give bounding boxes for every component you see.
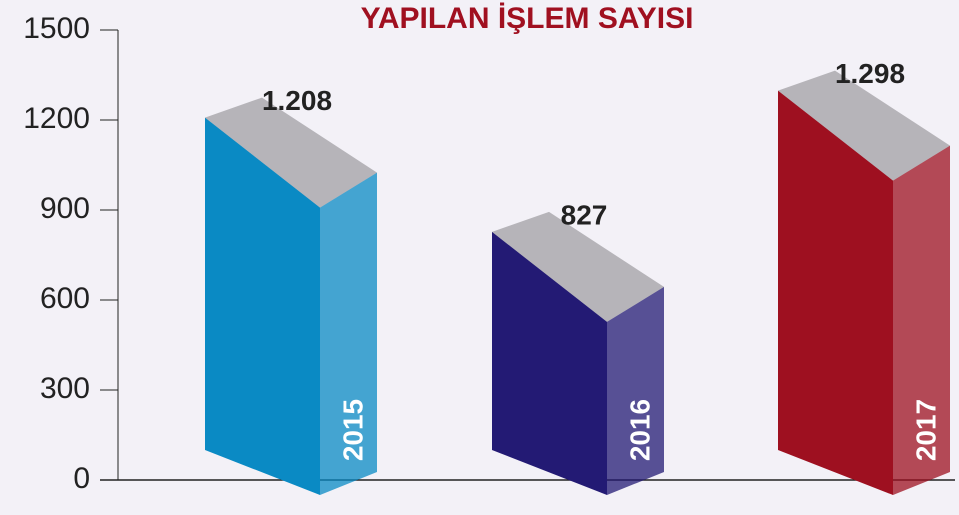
x-tick-label: 2016 xyxy=(624,399,655,461)
y-tick-label: 900 xyxy=(40,192,90,225)
value-label: 827 xyxy=(561,199,608,230)
bar-top xyxy=(492,211,664,322)
x-tick-label: 2015 xyxy=(337,399,368,461)
chart-title: YAPILAN İŞLEM SAYISI xyxy=(361,2,694,35)
y-tick-label: 600 xyxy=(40,282,90,315)
bar-side xyxy=(893,145,950,495)
y-tick-label: 1500 xyxy=(23,12,90,45)
bar xyxy=(778,90,893,495)
x-tick-label: 2017 xyxy=(910,399,941,461)
y-tick-label: 1200 xyxy=(23,102,90,135)
bar-top xyxy=(778,70,950,181)
y-tick-label: 300 xyxy=(40,372,90,405)
bar xyxy=(492,231,607,495)
bar-side xyxy=(320,172,377,495)
value-label: 1.208 xyxy=(262,85,332,116)
bar-top xyxy=(205,97,377,208)
y-tick-label: 0 xyxy=(73,462,90,495)
bar xyxy=(205,117,320,495)
bar-side xyxy=(607,286,664,495)
value-label: 1.298 xyxy=(835,58,905,89)
